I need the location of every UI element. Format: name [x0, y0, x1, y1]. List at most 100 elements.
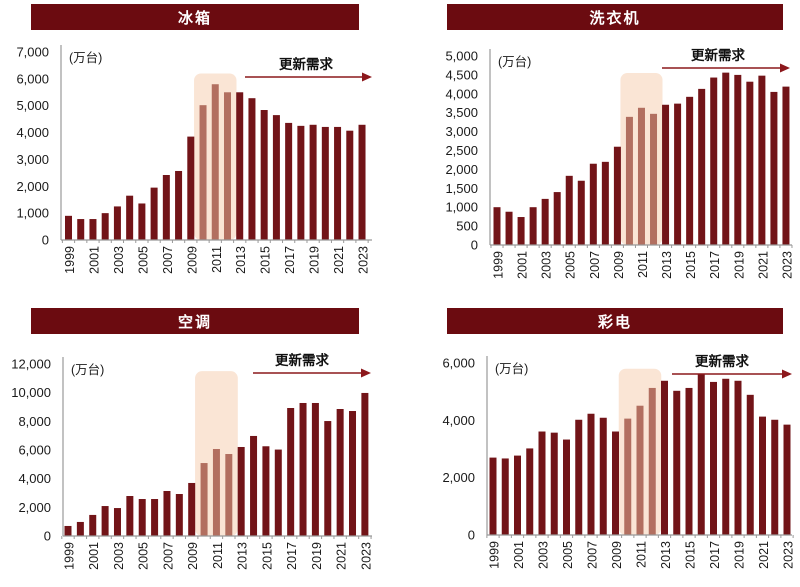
- bar-2015: [262, 446, 270, 536]
- bar-2001: [89, 219, 97, 240]
- x-tick-label: 2001: [87, 542, 101, 570]
- x-tick-label: 1999: [492, 251, 506, 279]
- x-tick-label: 2021: [335, 542, 349, 570]
- trend-arrow-label: 更新需求: [695, 353, 749, 369]
- x-tick-label: 2005: [561, 541, 575, 569]
- bar-2020: [746, 81, 754, 245]
- x-tick-label: 2003: [112, 542, 126, 570]
- chart-panel-tv: 彩电 0 2,000 4,000 6,000 1999 2001 2003 2005 2007 2…: [400, 295, 800, 587]
- bar-chart-aircon: 0 2,000 4,000 6,000 8,000 10,000 12,000 1999 200…: [11, 352, 373, 570]
- y-tick-label: 0: [44, 529, 51, 544]
- trend-arrow-head: [361, 368, 371, 378]
- chart-header-washer: 洗衣机: [447, 4, 783, 30]
- bar-2008: [601, 161, 609, 245]
- bar-2016: [698, 88, 706, 245]
- x-tick-label: 2001: [516, 251, 530, 279]
- bar-2019: [734, 380, 742, 535]
- bar-2007: [162, 175, 170, 240]
- bar-2007: [587, 413, 595, 535]
- bar-2005: [138, 203, 146, 240]
- bar-2020: [321, 126, 329, 240]
- y-tick-label: 4,500: [445, 67, 478, 82]
- unit-label: (万台): [71, 362, 104, 377]
- bar-2008: [175, 494, 183, 536]
- bar-2005: [138, 499, 146, 536]
- x-tick-label: 2009: [185, 246, 199, 274]
- bar-2011: [637, 107, 645, 245]
- x-tick-label: 2013: [236, 542, 250, 570]
- bar-2023: [358, 124, 366, 240]
- bar-2020: [324, 421, 332, 536]
- x-tick-label: 2001: [87, 246, 101, 274]
- x-tick-label: 2017: [708, 251, 722, 279]
- y-tick-label: 3,500: [445, 105, 478, 120]
- y-tick-label: 6,000: [16, 71, 49, 86]
- bar-2017: [710, 381, 717, 535]
- x-tick-label: 2017: [708, 541, 722, 569]
- y-tick-label: 10,000: [11, 385, 51, 400]
- x-tick-label: 2011: [210, 246, 224, 273]
- y-tick-label: 5,000: [16, 98, 49, 113]
- bar-2023: [361, 392, 369, 536]
- x-tick-label: 1999: [63, 246, 77, 274]
- chart-panel-fridge: 冰箱 0 1,000 2,000 3,000 4,000 5,000 6,000 7,000 1…: [0, 0, 400, 295]
- x-tick-label: 2001: [512, 541, 526, 569]
- y-tick-label: 3,000: [445, 124, 478, 139]
- bar-2008: [175, 170, 183, 240]
- x-tick-label: 2023: [357, 246, 371, 274]
- bar-2006: [575, 419, 583, 535]
- x-tick-label: 2019: [308, 246, 322, 274]
- bar-2006: [577, 180, 585, 245]
- y-tick-label: 4,000: [445, 86, 478, 101]
- bar-2014: [250, 435, 258, 536]
- bar-2000: [505, 211, 513, 245]
- chart-title: 空调: [177, 313, 212, 331]
- y-tick-label: 2,000: [442, 470, 475, 485]
- bar-2018: [722, 378, 730, 535]
- x-tick-label: 2007: [161, 246, 175, 274]
- bar-2014: [674, 103, 682, 246]
- bar-2018: [297, 125, 305, 240]
- bar-2004: [553, 192, 561, 245]
- x-tick-label: 2007: [588, 251, 602, 279]
- y-tick-label: 3,000: [16, 152, 49, 167]
- bar-2010: [624, 418, 632, 535]
- x-tick-label: 2011: [635, 541, 649, 568]
- bar-2006: [151, 499, 159, 536]
- bar-chart-fridge: 0 1,000 2,000 3,000 4,000 5,000 6,000 7,000 1999…: [16, 45, 372, 274]
- unit-label: (万台): [495, 361, 528, 376]
- x-tick-label: 2005: [136, 246, 150, 274]
- bar-2010: [625, 116, 633, 245]
- bar-2003: [541, 198, 549, 245]
- trend-arrow-head: [782, 369, 792, 379]
- x-tick-label: 1999: [488, 541, 502, 569]
- x-tick-label: 2015: [259, 246, 273, 274]
- bar-2016: [274, 449, 282, 536]
- bar-2016: [697, 373, 705, 535]
- bar-2022: [349, 411, 357, 536]
- x-tick-label: 2003: [540, 251, 554, 279]
- chart-title: 冰箱: [177, 9, 212, 27]
- y-tick-label: 6,000: [18, 443, 51, 458]
- bar-2015: [686, 96, 694, 245]
- y-tick-label: 2,000: [16, 179, 49, 194]
- x-tick-label: 2013: [234, 246, 248, 274]
- x-tick-label: 2019: [732, 251, 746, 279]
- bar-2009: [612, 431, 619, 535]
- bar-2002: [101, 506, 109, 536]
- chart-title: 彩电: [597, 313, 632, 331]
- x-tick-label: 2015: [260, 542, 274, 570]
- y-tick-label: 5,000: [445, 49, 478, 64]
- x-tick-label: 2021: [332, 246, 346, 274]
- x-tick-label: 2019: [310, 542, 324, 570]
- bar-2018: [299, 402, 307, 536]
- bar-2003: [538, 431, 546, 535]
- x-tick-label: 2019: [733, 541, 747, 569]
- bar-2022: [771, 419, 779, 535]
- x-tick-label: 2013: [659, 541, 673, 569]
- y-tick-label: 500: [456, 219, 478, 234]
- bar-2010: [200, 463, 208, 536]
- trend-arrow-label: 更新需求: [275, 352, 329, 368]
- bar-2004: [126, 496, 134, 536]
- x-tick-label: 2003: [537, 541, 551, 569]
